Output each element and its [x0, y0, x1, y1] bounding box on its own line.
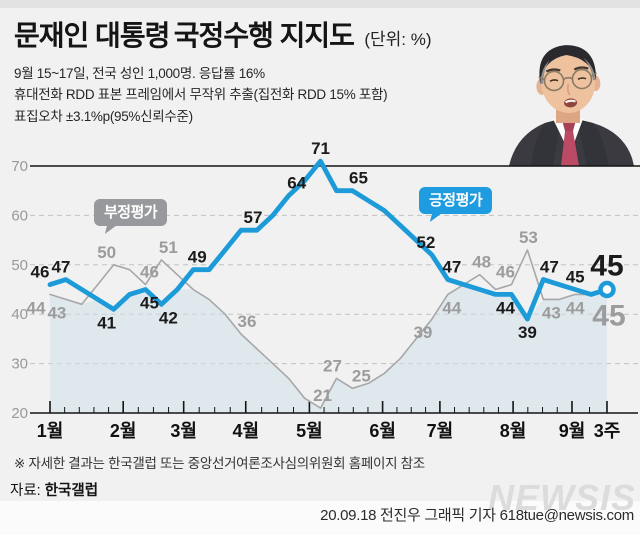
x-axis-label-6월: 6월	[369, 421, 396, 441]
page-title: 문재인 대통령 국정수행 지지도 (단위: %)	[14, 14, 514, 54]
positive-value-label: 47	[442, 258, 461, 277]
positive-value-label: 39	[518, 323, 537, 342]
y-axis-label-30: 30	[11, 356, 28, 373]
negative-value-label: 50	[97, 243, 116, 262]
title-main: 문재인 대통령	[14, 20, 170, 51]
x-axis-label-7월: 7월	[427, 421, 454, 441]
suit-lapel-right	[577, 119, 609, 166]
x-axis-label-3월: 3월	[170, 421, 197, 441]
y-axis-label-60: 60	[11, 207, 28, 224]
footnote: ※ 자세한 결과는 한국갤럽 또는 중앙선거여론조사심의위원회 홈페이지 참조	[14, 456, 425, 471]
positive-value-label: 41	[97, 313, 116, 332]
negative-legend-bubble: 부정평가	[94, 199, 168, 226]
positive-value-label: 42	[159, 308, 178, 327]
survey-note-line: 휴대전화 RDD 표본 프레임에서 무작위 추출(집전화 RDD 15% 포함)	[14, 87, 388, 103]
positive-value-label: 71	[311, 139, 330, 158]
title-unit: (단위: %)	[364, 30, 432, 49]
positive-value-label: 57	[244, 208, 263, 227]
negative-approval-line	[49, 249, 608, 409]
x-axis-label-5월: 5월	[296, 421, 323, 441]
negative-value-label: 44	[566, 298, 585, 317]
y-axis-label-70: 70	[11, 158, 28, 175]
bottom-strip	[0, 501, 640, 535]
eye-right	[577, 77, 587, 81]
y-axis-label-20: 20	[11, 405, 28, 422]
positive-value-label: 47	[51, 258, 70, 277]
positive-value-label: 65	[349, 169, 368, 188]
president-portrait-illustration	[509, 45, 634, 166]
positive-value-label: 64	[287, 174, 306, 193]
source-label: 자료:	[10, 483, 41, 499]
survey-note-line: 표집오차 ±3.1%p(95%신뢰수준)	[14, 108, 193, 124]
negative-value-label: 43	[542, 303, 561, 322]
tie	[561, 131, 579, 166]
positive-value-label: 46	[31, 263, 50, 282]
eye-left	[549, 79, 559, 82]
top-band	[0, 0, 640, 8]
eyebrow-left	[545, 68, 561, 73]
negative-value-label: 44	[442, 298, 461, 317]
positive-value-label: 49	[188, 248, 207, 267]
x-axis-label-4월: 4월	[232, 421, 259, 441]
negative-value-label: 43	[47, 303, 66, 322]
x-axis-label-8월: 8월	[500, 421, 527, 441]
positive-value-label: 47	[540, 258, 559, 277]
hair	[539, 45, 597, 84]
latest-value-marker	[598, 280, 616, 299]
positive-value-label: 45	[566, 268, 585, 287]
negative-value-label: 36	[238, 312, 257, 331]
y-axis-label-40: 40	[11, 306, 28, 323]
negative-value-label: 39	[413, 323, 432, 342]
x-axis-label-2월: 2월	[110, 421, 137, 441]
positive-value-label: 45	[140, 294, 159, 313]
x-axis-label-3주: 3주	[594, 421, 621, 441]
survey-note-line: 9월 15~17일, 전국 성인 1,000명. 응답률 16%	[14, 66, 265, 81]
source-value: 한국갤럽	[44, 483, 99, 499]
negative-value-label: 51	[159, 238, 178, 257]
header: 문재인 대통령 국정수행 지지도 (단위: %) 9월 15~17일, 전국 성…	[14, 14, 514, 127]
nose	[567, 83, 571, 96]
suit-lapel-left	[531, 119, 561, 166]
approval-area-fill	[50, 284, 607, 413]
negative-value-label: 44	[27, 298, 46, 317]
negative-value-label: 48	[472, 253, 491, 272]
y-axis-label-50: 50	[11, 257, 28, 274]
source-line: 자료: 한국갤럽	[10, 479, 98, 500]
negative-value-label: 25	[352, 366, 371, 385]
x-axis-label-1월: 1월	[37, 421, 64, 441]
positive-approval-line	[47, 158, 610, 322]
glasses-icon	[538, 68, 598, 92]
negative-value-label-latest: 45	[592, 300, 625, 333]
positive-legend-bubble: 긍정평가	[419, 187, 493, 214]
teeth	[564, 99, 576, 104]
positive-value-label: 44	[496, 298, 515, 317]
title-emphasis: 국정수행 지지도	[173, 20, 355, 51]
positive-value-label-latest: 45	[590, 250, 623, 283]
negative-value-label: 21	[313, 386, 332, 405]
newsis-watermark-logo: NEWSIS	[487, 477, 636, 518]
negative-value-label: 46	[496, 263, 515, 282]
byline-credit: 20.09.18 전진우 그래픽 기자 618tue@newsis.com	[320, 507, 634, 524]
survey-method-notes: 9월 15~17일, 전국 성인 1,000명. 응답률 16% 휴대전화 RD…	[14, 63, 514, 127]
negative-value-label: 27	[323, 356, 342, 375]
positive-value-label: 52	[416, 233, 435, 252]
negative-value-label: 46	[140, 263, 159, 282]
eyebrow-right	[573, 66, 589, 71]
x-axis-label-9월: 9월	[559, 421, 586, 441]
president-portrait	[495, 40, 640, 166]
negative-value-label: 53	[519, 228, 538, 247]
